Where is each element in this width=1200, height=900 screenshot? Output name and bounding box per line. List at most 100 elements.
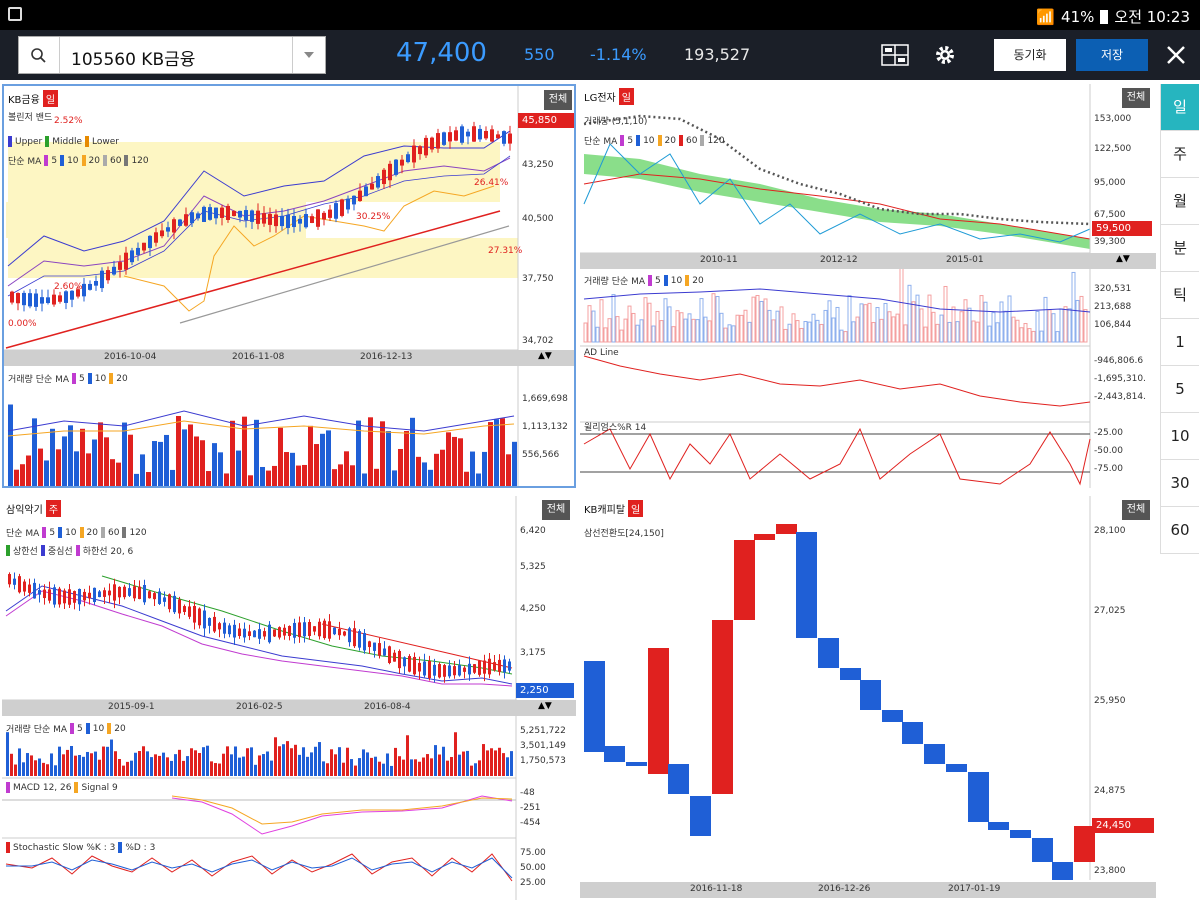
- stoch-axis-label: 50.00: [520, 863, 546, 873]
- tab-10[interactable]: 10: [1160, 413, 1199, 460]
- candle: [370, 183, 374, 190]
- tab-5[interactable]: 5: [1160, 366, 1199, 413]
- volume-bar: [202, 747, 205, 776]
- tab-1[interactable]: 1: [1160, 319, 1199, 366]
- legend-title: 삼선전환도[24,150]: [584, 529, 664, 539]
- volume-bar: [270, 760, 273, 776]
- tab-day[interactable]: 일: [1160, 84, 1199, 131]
- volume-bar: [1067, 308, 1072, 343]
- candle: [183, 606, 186, 612]
- tab-month[interactable]: 월: [1160, 178, 1199, 225]
- volume-bar: [478, 760, 481, 776]
- chart-pane-kb-capital[interactable]: KB캐피탈 일 전체 삼선전환도[24,150] 28,100 27,025 2…: [580, 496, 1156, 900]
- candle: [383, 648, 386, 656]
- candle: [8, 574, 11, 585]
- resize-handle-icon[interactable]: ▲▼: [538, 701, 552, 711]
- sync-button[interactable]: 동기화: [994, 39, 1066, 71]
- full-range-button[interactable]: 전체: [544, 90, 572, 110]
- volume-bar: [234, 746, 237, 776]
- search-icon[interactable]: [19, 37, 60, 73]
- candle: [243, 628, 246, 638]
- stoch-axis-label: 75.00: [520, 848, 546, 858]
- close-icon[interactable]: [1160, 39, 1192, 71]
- layout-grid-icon[interactable]: [881, 42, 909, 68]
- volume-bar: [332, 469, 337, 486]
- volume-bar: [863, 304, 868, 343]
- volume-bar: [274, 737, 277, 776]
- volume-axis-label: 106,844: [1094, 320, 1132, 330]
- volume-bar: [703, 316, 708, 343]
- volume-bar: [70, 745, 73, 776]
- date-axis[interactable]: 2016-10-04 2016-11-08 2016-12-13 ▲▼: [4, 350, 574, 366]
- volume-bar: [428, 469, 433, 486]
- line-break-block: [1032, 838, 1053, 862]
- pane-title: KB금융 일: [8, 90, 59, 107]
- volume-bar: [587, 305, 592, 343]
- volume-axis-label: 1,669,698: [522, 394, 568, 404]
- stochastic-d-line: [6, 857, 513, 879]
- date-label: 2016-11-08: [232, 352, 285, 362]
- volume-bar: [795, 320, 800, 343]
- volume-bar: [284, 452, 289, 486]
- legend-ma: 20: [88, 155, 100, 166]
- ad-legend: AD Line: [584, 348, 619, 358]
- stock-name: LG전자: [584, 93, 616, 104]
- volume-bar: [639, 319, 644, 343]
- date-axis[interactable]: 2010-11 2012-12 2015-01 ▲▼: [580, 253, 1156, 269]
- candle: [322, 212, 326, 220]
- full-range-button[interactable]: 전체: [1122, 500, 1150, 520]
- ma-line: [5, 590, 513, 687]
- candle: [184, 214, 188, 226]
- legend-k: Stochastic Slow %K : 3: [13, 842, 116, 853]
- legend-ma: 10: [94, 373, 107, 384]
- chart-pane-kb-financial[interactable]: KB금융 일 전체 볼린저 밴드 Upper Middle Lower 단순 M…: [2, 84, 576, 488]
- volume-bar: [34, 760, 37, 776]
- chart-pane-lg-electronics[interactable]: LG전자 일 전체 거래량 (5,1,10) 단순 MA 5 10 20 60 …: [580, 84, 1156, 488]
- volume-bar: [210, 761, 213, 776]
- volume-bar: [258, 755, 261, 776]
- volume-bar: [296, 465, 301, 486]
- legend-ma: 5: [49, 527, 56, 538]
- tab-60[interactable]: 60: [1160, 507, 1199, 554]
- candle: [388, 646, 391, 664]
- volume-bar: [476, 473, 481, 486]
- volume-bar: [719, 312, 724, 343]
- chevron-down-icon[interactable]: [292, 37, 325, 73]
- tab-tick[interactable]: 틱: [1160, 272, 1199, 319]
- date-label: 2016-10-04: [104, 352, 157, 362]
- resize-handle-icon[interactable]: ▲▼: [538, 351, 552, 361]
- volume-bar: [440, 449, 445, 486]
- chart-pane-samick[interactable]: 삼익악기 주 전체 단순 MA 5 10 20 60 120 상한선 중심선 하…: [2, 496, 576, 900]
- legend-d: %D : 3: [125, 842, 156, 853]
- volume-bar: [1079, 295, 1084, 343]
- tab-week[interactable]: 주: [1160, 131, 1199, 178]
- volume-bar: [302, 747, 305, 776]
- volume-bar: [344, 451, 349, 486]
- candle: [268, 213, 272, 225]
- tab-minute[interactable]: 분: [1160, 225, 1199, 272]
- candle: [153, 593, 156, 600]
- period-tabs: 일 주 월 분 틱 1 5 10 30 60: [1160, 84, 1200, 554]
- date-axis[interactable]: 2015-09-1 2016-02-5 2016-08-4 ▲▼: [2, 700, 576, 716]
- volume-bar: [164, 434, 169, 486]
- resize-handle-icon[interactable]: ▲▼: [1116, 254, 1130, 264]
- save-button[interactable]: 저장: [1076, 39, 1148, 71]
- full-range-button[interactable]: 전체: [1122, 88, 1150, 108]
- volume-bar: [398, 756, 401, 776]
- candle: [238, 628, 241, 637]
- volume-bar: [903, 324, 908, 343]
- stock-search-input[interactable]: 105560 KB금융: [18, 36, 326, 74]
- volume-bar: [200, 440, 205, 486]
- gear-icon[interactable]: [932, 42, 960, 68]
- legend-ma: 5: [51, 155, 58, 166]
- volume-bar: [198, 752, 201, 776]
- price-axis-label: 39,300: [1094, 237, 1126, 247]
- full-range-button[interactable]: 전체: [542, 500, 570, 520]
- candle: [213, 616, 216, 632]
- candle: [442, 132, 446, 145]
- date-axis[interactable]: 2016-11-18 2016-12-26 2017-01-19: [580, 882, 1156, 898]
- line-break-block: [712, 620, 733, 794]
- tab-30[interactable]: 30: [1160, 460, 1199, 507]
- ad-axis-label: -2,443,814.: [1094, 392, 1146, 402]
- volume-bar: [446, 760, 449, 776]
